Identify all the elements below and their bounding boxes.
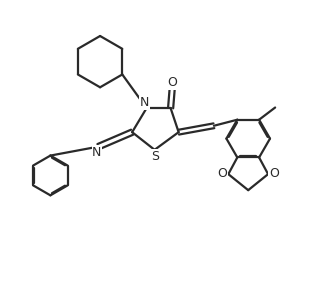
Text: O: O <box>218 167 228 180</box>
Text: O: O <box>167 76 177 89</box>
Text: N: N <box>140 97 149 110</box>
Text: N: N <box>92 146 101 159</box>
Text: S: S <box>151 150 159 163</box>
Text: O: O <box>269 167 279 180</box>
